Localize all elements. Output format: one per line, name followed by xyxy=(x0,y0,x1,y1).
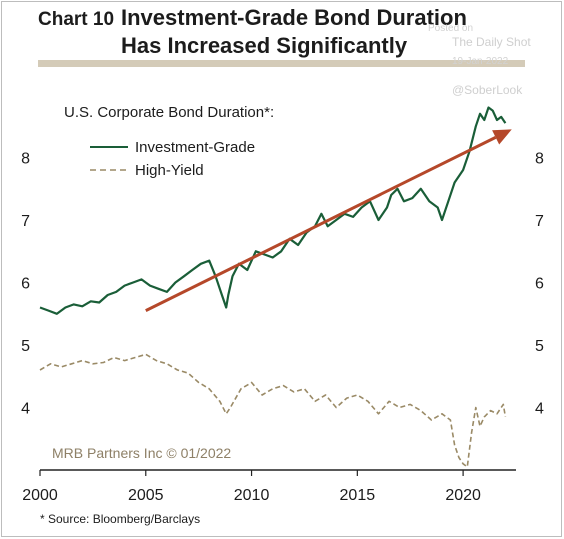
watermark-date: 19-Jan-2022 xyxy=(452,56,509,67)
credit-label: MRB Partners Inc © 01/2022 xyxy=(52,445,231,461)
x-tick-label: 2000 xyxy=(22,487,58,504)
y-tick-label-left: 8 xyxy=(21,151,30,168)
axes: 2000 2005 2010 2015 2020 4 4 5 5 6 6 7 7 8 8 xyxy=(21,151,544,505)
legend: Investment-Grade High-Yield xyxy=(90,139,255,179)
watermark-handle: @SoberLook xyxy=(452,83,523,97)
y-tick-label-right: 5 xyxy=(535,338,544,355)
y-tick-label-left: 4 xyxy=(21,401,30,418)
trend-arrow-shaft xyxy=(145,136,497,312)
watermark-posted: Posted on xyxy=(428,23,473,34)
chart-title-line2: Has Increased Significantly xyxy=(121,33,408,58)
series-line-investment-grade xyxy=(39,106,507,315)
title-rule xyxy=(38,60,525,67)
watermark-source: The Daily Shot xyxy=(452,35,531,49)
plot-area xyxy=(39,106,512,468)
x-tick-label: 2020 xyxy=(445,487,481,504)
chart-title-line1: Investment-Grade Bond Duration xyxy=(121,5,467,30)
y-tick-label-left: 5 xyxy=(21,338,30,355)
trend-arrow-head xyxy=(492,129,512,145)
series-line-high-yield xyxy=(39,353,507,468)
x-tick-label: 2015 xyxy=(340,487,376,504)
legend-label-high-yield: High-Yield xyxy=(135,162,204,179)
legend-label-investment-grade: Investment-Grade xyxy=(135,139,255,156)
chart-label: Chart 10 xyxy=(38,9,114,30)
y-tick-label-right: 6 xyxy=(535,276,544,293)
source-note: * Source: Bloomberg/Barclays xyxy=(40,512,200,526)
y-tick-label-right: 8 xyxy=(535,151,544,168)
y-tick-label-left: 6 xyxy=(21,276,30,293)
chart-subtitle: U.S. Corporate Bond Duration*: xyxy=(64,104,274,121)
y-tick-label-left: 7 xyxy=(21,213,30,230)
x-tick-label: 2005 xyxy=(128,487,164,504)
x-tick-label: 2010 xyxy=(234,487,270,504)
y-tick-label-right: 7 xyxy=(535,213,544,230)
y-tick-label-right: 4 xyxy=(535,401,544,418)
